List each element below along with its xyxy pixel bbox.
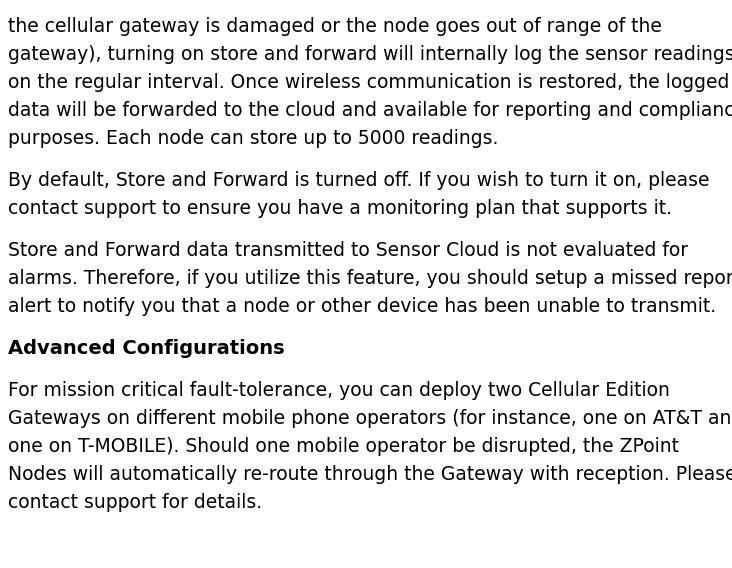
Text: contact support to ensure you have a monitoring plan that supports it.: contact support to ensure you have a mon… [8, 199, 672, 218]
Text: Store and Forward data transmitted to Sensor Cloud is not evaluated for: Store and Forward data transmitted to Se… [8, 241, 688, 260]
Text: one on T-MOBILE). Should one mobile operator be disrupted, the ZPoint: one on T-MOBILE). Should one mobile oper… [8, 437, 679, 456]
Text: purposes. Each node can store up to 5000 readings.: purposes. Each node can store up to 5000… [8, 129, 498, 148]
Text: contact support for details.: contact support for details. [8, 493, 262, 512]
Text: For mission critical fault-tolerance, you can deploy two Cellular Edition: For mission critical fault-tolerance, yo… [8, 381, 670, 400]
Text: By default, Store and Forward is turned off. If you wish to turn it on, please: By default, Store and Forward is turned … [8, 171, 709, 190]
Text: Nodes will automatically re-route through the Gateway with reception. Please: Nodes will automatically re-route throug… [8, 465, 732, 484]
Text: Gateways on different mobile phone operators (for instance, one on AT&T and: Gateways on different mobile phone opera… [8, 409, 732, 428]
Text: on the regular interval. Once wireless communication is restored, the logged: on the regular interval. Once wireless c… [8, 73, 729, 92]
Text: data will be forwarded to the cloud and available for reporting and compliance: data will be forwarded to the cloud and … [8, 101, 732, 120]
Text: Advanced Configurations: Advanced Configurations [8, 339, 285, 358]
Text: gateway), turning on store and forward will internally log the sensor readings: gateway), turning on store and forward w… [8, 45, 732, 64]
Text: alarms. Therefore, if you utilize this feature, you should setup a missed report: alarms. Therefore, if you utilize this f… [8, 269, 732, 288]
Text: alert to notify you that a node or other device has been unable to transmit.: alert to notify you that a node or other… [8, 297, 716, 316]
Text: the cellular gateway is damaged or the node goes out of range of the: the cellular gateway is damaged or the n… [8, 17, 662, 36]
